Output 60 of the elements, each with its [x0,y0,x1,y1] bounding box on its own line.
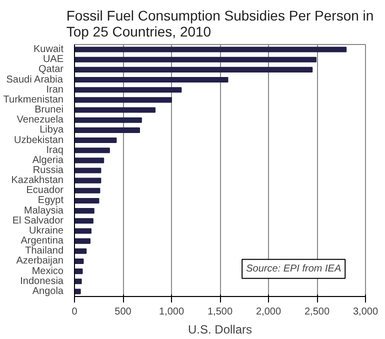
y-tick-label: Angola [32,286,64,297]
y-tick-label: Libya [40,124,64,136]
bar [74,258,84,264]
y-tick-label: El Salvador [12,215,64,226]
x-tick-label: 2,000 [256,306,282,318]
y-tick-label: Saudi Arabia [6,74,64,86]
y-tick-label: Argentina [20,236,64,247]
y-tick-label: Russia [32,165,64,176]
y-tick-label: Iraq [46,144,64,156]
y-tick-label: Azerbaijan [16,256,64,267]
annotation: Source: EPI from IEA [246,263,342,274]
bar [74,158,104,164]
bar [74,208,94,214]
y-tick-label: Turkmenistan [3,94,64,106]
bar [74,188,100,194]
y-tick-label: UAE [42,54,64,66]
y-tick-label: Venezuela [16,114,64,126]
y-tick-label: Malaysia [24,205,64,216]
x-tick-label: 2,500 [304,306,330,318]
y-tick-label: Kazakhstan [11,175,64,186]
x-tick-label: 1,000 [158,306,184,318]
bar [74,198,100,204]
bar [74,278,82,284]
x-tick-label: 500 [114,306,132,318]
bar [74,56,317,62]
y-tick-label: Ukraine [29,225,64,236]
bar [74,97,172,103]
bar [74,168,102,174]
y-tick-label: Iran [46,84,64,96]
y-tick-label: Ecuador [26,185,64,196]
bar [74,288,81,294]
y-tick-label: Thailand [25,246,64,257]
bar [74,117,142,123]
y-tick-label: Qatar [38,64,64,76]
bar [74,77,228,83]
bar [74,148,110,154]
x-tick-label: 3,000 [352,306,378,318]
bar [74,228,92,234]
y-tick-label: Egypt [38,195,64,206]
bar [74,127,140,133]
y-tick-label: Uzbekistan [14,134,64,146]
x-tick-label: 1,500 [207,306,233,318]
bar [74,178,102,184]
bar [74,238,91,244]
y-tick-label: Brunei [34,104,64,116]
bar [74,218,94,224]
y-tick-label: Indonesia [20,276,64,287]
bar [74,107,156,113]
x-tick-label: 0 [72,306,78,318]
bar [74,248,87,254]
bar [74,137,117,144]
y-tick-label: Mexico [32,266,64,277]
bar [74,66,313,72]
bar [74,87,182,93]
bar [74,268,83,274]
y-tick-label: Algeria [32,154,64,166]
chart-title: Fossil Fuel Consumption Subsidies Per Person in Top 25 Countries, 2010 [66,8,374,40]
y-tick-label: Kuwait [33,44,64,56]
bar [74,46,347,52]
x-axis-title: U.S. Dollars [188,322,252,336]
